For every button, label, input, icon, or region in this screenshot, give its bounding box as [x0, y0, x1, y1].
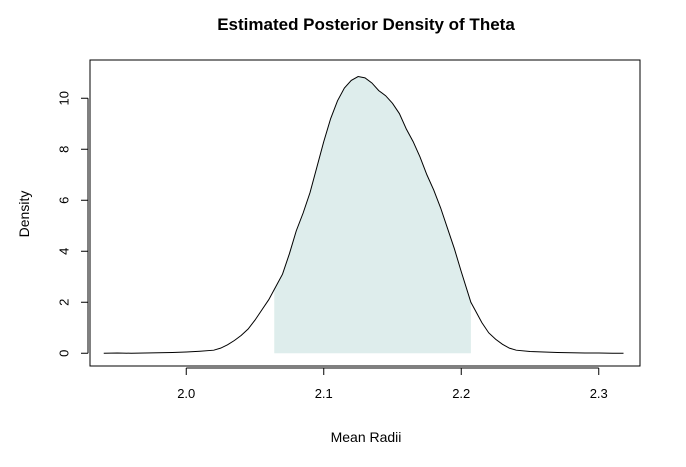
y-tick-label: 2 — [57, 299, 72, 306]
plot-frame — [89, 59, 641, 367]
x-tick-label: 2.0 — [177, 386, 195, 401]
y-tick-label: 10 — [57, 91, 72, 105]
x-tick-label: 2.1 — [315, 386, 333, 401]
x-tick-label: 2.3 — [590, 386, 608, 401]
x-axis: 2.0 2.1 2.2 2.3 — [177, 367, 608, 401]
density-line — [103, 76, 624, 354]
x-axis-label: Mean Radii — [331, 429, 402, 445]
y-tick-label: 4 — [57, 248, 72, 255]
y-tick-label: 0 — [57, 350, 72, 357]
chart-title: Estimated Posterior Density of Theta — [217, 15, 515, 34]
y-tick-label: 6 — [57, 197, 72, 204]
plot-area — [103, 76, 624, 354]
y-tick-label: 8 — [57, 146, 72, 153]
x-tick-label: 2.2 — [452, 386, 470, 401]
y-axis-label: Density — [16, 191, 32, 238]
y-axis: 0 2 4 6 8 10 — [57, 91, 89, 357]
credible-interval-area — [274, 76, 471, 354]
